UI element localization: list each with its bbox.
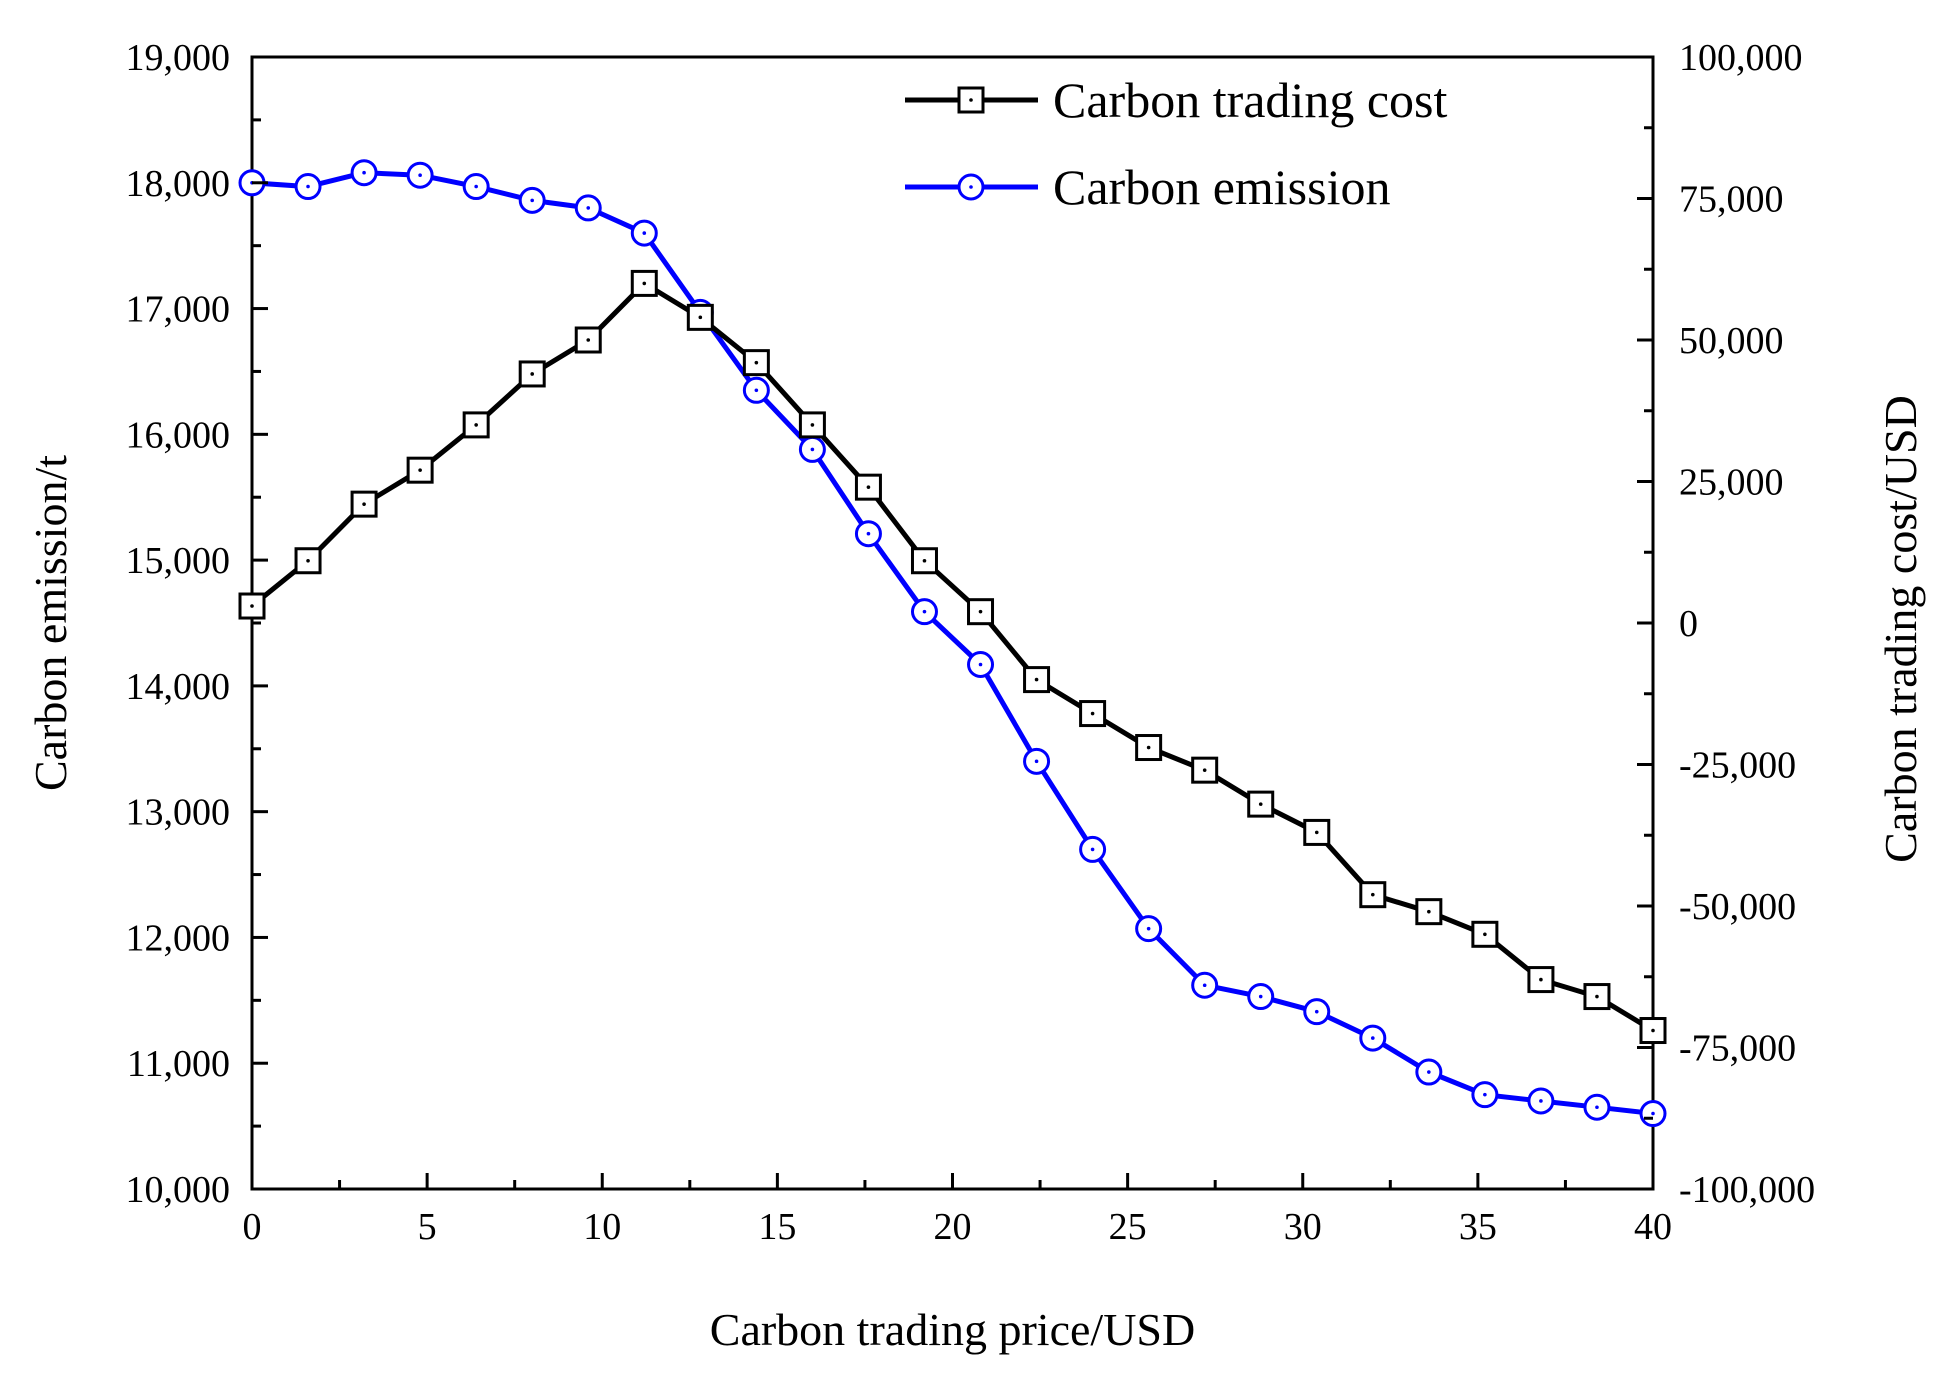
data-point-center-carbon-trading-cost [1314, 830, 1319, 835]
data-point-center-carbon-trading-cost [362, 502, 366, 506]
data-point-center-carbon-trading-cost [1034, 677, 1039, 682]
data-point-center-carbon-trading-cost [530, 372, 534, 376]
y-right-tick-label: 75,000 [1679, 179, 1784, 221]
data-point-center-carbon-trading-cost [978, 609, 983, 614]
data-point-center-carbon-trading-cost [306, 558, 310, 563]
y-right-tick-label: -75,000 [1679, 1028, 1796, 1070]
y-left-tick-label: 17,000 [126, 289, 231, 331]
legend-marker-center-dot [969, 98, 973, 102]
data-point-center-carbon-trading-cost [1371, 892, 1375, 897]
data-point-center-carbon-trading-cost [250, 604, 254, 608]
x-tick-label: 20 [934, 1206, 972, 1248]
data-point-center-carbon-emission [1371, 1036, 1375, 1040]
series-layer [238, 159, 1667, 1128]
data-point-center-carbon-trading-cost [1651, 1028, 1655, 1033]
data-point-center-carbon-emission [586, 206, 591, 210]
data-point-center-carbon-trading-cost [1146, 745, 1151, 750]
data-point-center-carbon-emission [1202, 983, 1207, 988]
data-point-center-carbon-trading-cost [586, 338, 591, 342]
y-right-tick-label: 25,000 [1679, 462, 1784, 504]
data-point-center-carbon-emission [1146, 926, 1151, 931]
y-left-tick-label: 18,000 [126, 163, 231, 205]
data-point-center-carbon-trading-cost [642, 281, 647, 286]
data-point-center-carbon-trading-cost [1090, 711, 1095, 716]
x-tick-label: 0 [243, 1206, 262, 1248]
y-left-tick-label: 19,000 [126, 37, 231, 79]
data-point-center-carbon-emission [1651, 1111, 1655, 1116]
data-point-center-carbon-trading-cost [1595, 994, 1599, 999]
data-point-center-carbon-emission [1539, 1099, 1543, 1103]
data-point-center-carbon-trading-cost [866, 485, 871, 489]
y-left-tick-label: 13,000 [126, 792, 231, 834]
y-left-tick-label: 10,000 [126, 1169, 231, 1211]
x-tick-label: 25 [1109, 1206, 1147, 1248]
data-point-center-carbon-emission [362, 170, 366, 175]
y-right-tick-label: 0 [1679, 603, 1698, 645]
data-point-center-carbon-trading-cost [1539, 977, 1543, 982]
y-right-tick-label: -50,000 [1679, 886, 1796, 928]
data-point-center-carbon-emission [1258, 994, 1263, 999]
data-point-center-carbon-trading-cost [754, 360, 759, 365]
data-point-center-carbon-trading-cost [474, 423, 478, 427]
data-point-center-carbon-trading-cost [922, 558, 927, 563]
data-point-center-carbon-trading-cost [1258, 802, 1263, 806]
data-point-center-carbon-trading-cost [418, 468, 422, 472]
x-tick-label: 30 [1284, 1206, 1322, 1248]
data-point-center-carbon-emission [1595, 1105, 1599, 1110]
x-tick-label: 40 [1634, 1206, 1672, 1248]
y-axis-left-title: Carbon emission/t [25, 455, 76, 791]
legend-label-carbon-trading-cost: Carbon trading cost [1053, 72, 1447, 128]
data-point-center-carbon-emission [474, 184, 478, 189]
x-tick-label: 15 [758, 1206, 796, 1248]
data-point-center-carbon-emission [642, 231, 647, 235]
data-point-center-carbon-emission [1034, 759, 1039, 764]
y-axis-right-title: Carbon trading cost/USD [1875, 395, 1926, 863]
data-point-center-carbon-trading-cost [1427, 909, 1431, 914]
plot-area [250, 55, 1655, 1191]
data-point-center-carbon-emission [1483, 1092, 1487, 1097]
data-point-center-carbon-emission [810, 447, 815, 452]
data-point-center-carbon-trading-cost [1202, 768, 1207, 772]
y-left-tick-label: 16,000 [126, 414, 231, 456]
data-point-center-carbon-emission [1090, 847, 1095, 852]
data-point-center-carbon-emission [922, 609, 927, 614]
x-tick-label: 10 [583, 1206, 621, 1248]
data-point-carbon-trading-cost [798, 411, 826, 439]
data-point-center-carbon-emission [306, 184, 310, 189]
data-point-center-carbon-trading-cost [810, 423, 815, 427]
y-left-tick-label: 11,000 [127, 1043, 230, 1085]
y-left-tick-label: 14,000 [126, 666, 231, 708]
plot-frame [250, 55, 1655, 1191]
axes-layer: 0 5 10 15 20 25 30 35 40 10,000 11,000 12,000 13,000… [126, 37, 1816, 1248]
series-line-carbon-trading-cost [250, 280, 1655, 1033]
data-point-center-carbon-emission [418, 173, 422, 178]
data-point-center-carbon-emission [754, 388, 759, 393]
data-point-center-carbon-trading-cost [1483, 932, 1487, 937]
legend-marker-center-dot [969, 185, 973, 189]
y-right-tick-label: -100,000 [1679, 1169, 1815, 1211]
data-point-center-carbon-emission [1427, 1070, 1431, 1074]
x-tick-label: 5 [418, 1206, 437, 1248]
legend-label-carbon-emission: Carbon emission [1053, 159, 1390, 215]
legend-marker-square [957, 86, 985, 114]
data-point-center-carbon-emission [866, 531, 871, 536]
data-point-center-carbon-emission [978, 662, 983, 667]
y-right-tick-label: -25,000 [1679, 745, 1796, 787]
x-axis-title: Carbon trading price/USD [710, 1304, 1195, 1355]
y-left-tick-label: 12,000 [126, 917, 231, 959]
data-point-center-carbon-trading-cost [698, 315, 703, 320]
series-line-carbon-emission [251, 170, 1654, 1116]
y-left-tick-label: 15,000 [126, 540, 231, 582]
data-point-center-carbon-emission [1314, 1009, 1319, 1014]
x-tick-label: 35 [1459, 1206, 1497, 1248]
legend: Carbon trading cost Carbon emission [905, 72, 1447, 215]
y-right-tick-label: 50,000 [1679, 320, 1784, 362]
data-point-center-carbon-emission [530, 198, 534, 203]
y-right-tick-label: 100,000 [1679, 37, 1803, 79]
